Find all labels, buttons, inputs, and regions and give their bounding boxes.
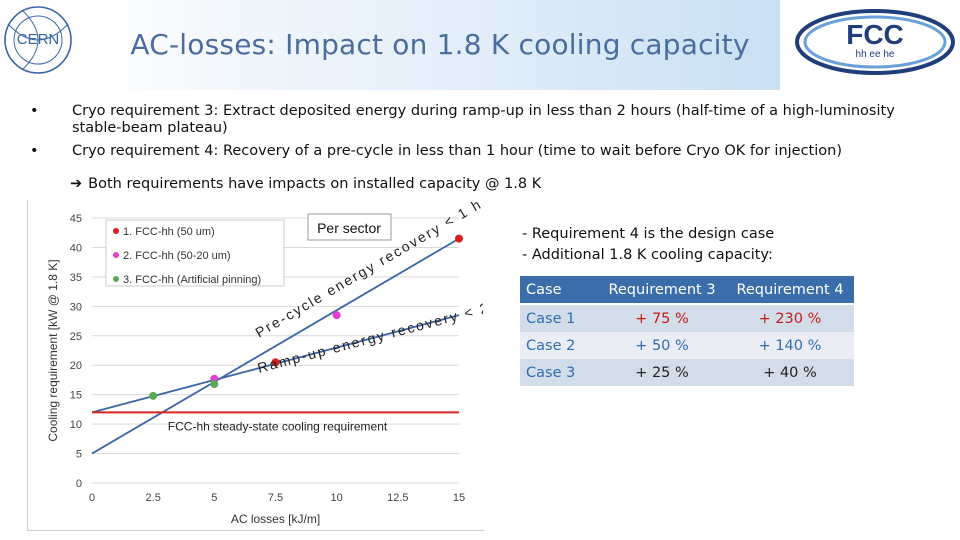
x-tick-label: 10 (331, 492, 343, 504)
chart-frame (27, 200, 484, 531)
data-point-case-1 (271, 358, 280, 367)
note-design-case: - Requirement 4 is the design case (522, 226, 775, 242)
legend-marker (113, 252, 119, 258)
legend-label: 2. FCC-hh (50-20 um) (123, 250, 231, 262)
page-title: AC-losses: Impact on 1.8 K cooling capac… (130, 28, 750, 61)
data-point-case-3 (149, 391, 158, 400)
cell-req4: + 40 % (726, 359, 854, 386)
y-tick-label: 40 (70, 242, 82, 254)
y-axis-label: Cooling requirement [kW @ 1.8 K] (46, 259, 60, 441)
precycle-line (91, 237, 460, 455)
legend-label: 3. FCC-hh (Artificial pinning) (123, 274, 261, 286)
per-sector-box (307, 213, 392, 241)
bullet-item: • Cryo requirement 4: Recovery of a pre-… (30, 143, 930, 160)
per-sector-annotation: Per sector (307, 213, 392, 241)
y-tick-label: 5 (76, 449, 82, 461)
y-tick-label: 25 (70, 331, 82, 343)
x-tick-label: 2.5 (146, 492, 161, 504)
fcc-logo-text: FCC (846, 19, 904, 50)
bullet-item: • Cryo requirement 3: Extract deposited … (30, 103, 930, 137)
y-tick-label: 30 (70, 301, 82, 313)
bullet-list: • Cryo requirement 3: Extract deposited … (30, 103, 930, 166)
cell-req4: + 140 % (726, 332, 854, 359)
side-notes: - Requirement 4 is the design case - Add… (522, 224, 774, 266)
bullet-marker: • (30, 103, 39, 119)
fcc-logo-sub: hh ee he (856, 49, 895, 60)
steady-state-annotation: FCC-hh steady-state cooling requirement (168, 419, 388, 433)
fcc-logo: FCC hh ee he (795, 9, 955, 75)
data-point-case-2 (332, 311, 341, 320)
conclusion: ➔ Both requirements have impacts on insta… (70, 176, 541, 192)
x-axis-label: AC losses [kJ/m] (231, 512, 320, 526)
cell-case: Case 3 (520, 359, 598, 386)
legend-marker (113, 276, 119, 282)
legend-label: 1. FCC-hh (50 um) (123, 226, 215, 238)
y-tick-label: 35 (70, 272, 82, 284)
cooling-chart: 0 5 10 15 20 25 30 35 40 45 0 2.5 5 7.5 10 12.5 15 AC los… (46, 200, 483, 526)
chart-legend: 1. FCC-hh (50 um) 2. FCC-hh (50-20 um) 3. … (105, 219, 285, 287)
table-row: Case 1 + 75 % + 230 % (520, 305, 854, 332)
data-point-case-3 (210, 380, 219, 389)
requirements-table: Case Requirement 3 Requirement 4 Case 1 … (520, 276, 854, 386)
cell-req3: + 25 % (598, 359, 726, 386)
y-tick-label: 10 (70, 419, 82, 431)
col-header-req3: Requirement 3 (598, 276, 726, 305)
legend-marker (113, 228, 119, 234)
col-header-case: Case (520, 276, 598, 305)
table-row: Case 3 + 25 % + 40 % (520, 359, 854, 386)
cell-req3: + 50 % (598, 332, 726, 359)
col-header-req4: Requirement 4 (726, 276, 854, 305)
bullet-text: Cryo requirement 3: Extract deposited en… (72, 103, 895, 136)
x-tick-label: 15 (453, 492, 465, 504)
cern-logo-text: CERN (17, 31, 60, 48)
x-tick-label: 5 (211, 492, 217, 504)
cell-req4: + 230 % (726, 305, 854, 332)
cell-case: Case 1 (520, 305, 598, 332)
note-additional: - Additional 1.8 K cooling capacity: (522, 247, 773, 263)
conclusion-text: Both requirements have impacts on instal… (88, 176, 542, 192)
table-header-row: Case Requirement 3 Requirement 4 (520, 276, 854, 305)
x-tick-label: 0 (89, 492, 95, 504)
table-row: Case 2 + 50 % + 140 % (520, 332, 854, 359)
y-tick-label: 0 (76, 478, 82, 490)
y-tick-label: 20 (70, 360, 82, 372)
cern-logo: CERN (4, 6, 72, 74)
cell-case: Case 2 (520, 332, 598, 359)
per-sector-label: Per sector (317, 220, 381, 236)
y-tick-label: 15 (70, 390, 82, 402)
bullet-text: Cryo requirement 4: Recovery of a pre-cy… (72, 143, 842, 159)
arrow-right-icon: ➔ (70, 176, 83, 192)
legend-box (105, 219, 285, 287)
y-tick-label: 45 (70, 213, 82, 225)
x-tick-label: 7.5 (268, 492, 283, 504)
title-band (88, 0, 780, 90)
cell-req3: + 75 % (598, 305, 726, 332)
x-tick-label: 12.5 (387, 492, 408, 504)
bullet-marker: • (30, 143, 39, 159)
data-point-case-1 (455, 234, 463, 243)
